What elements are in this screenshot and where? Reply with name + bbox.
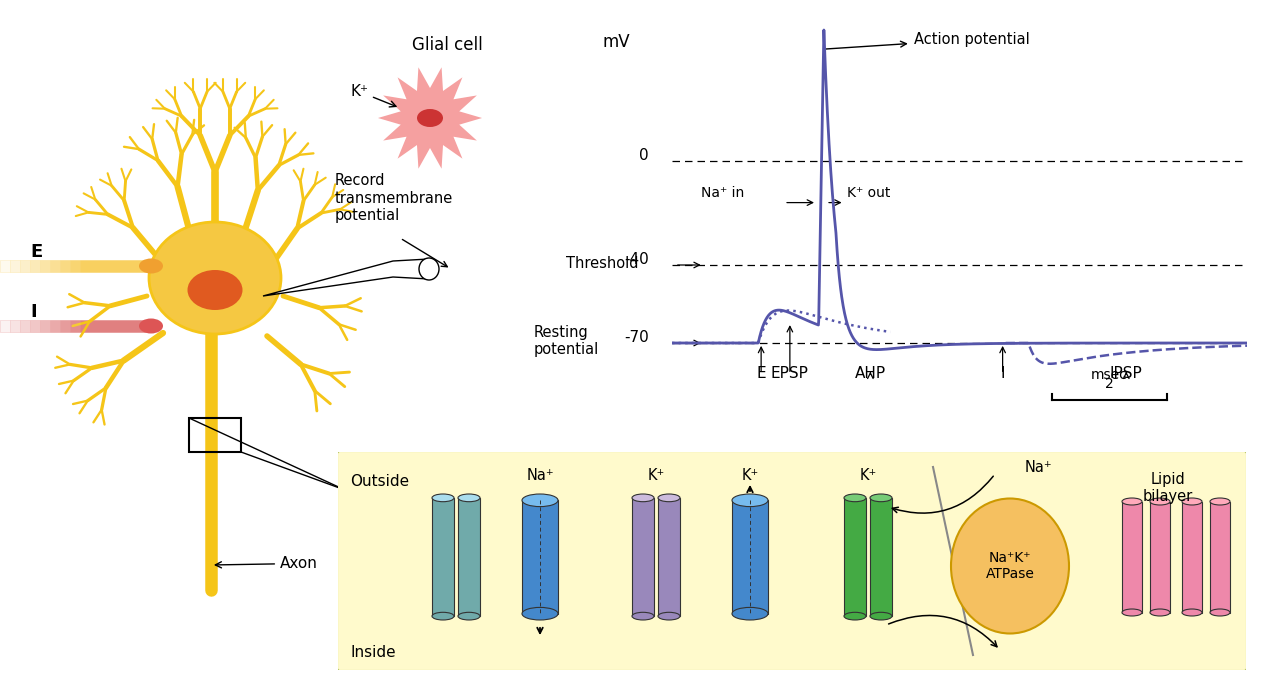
- Ellipse shape: [417, 109, 443, 127]
- Text: Axon: Axon: [216, 556, 318, 571]
- Text: mV: mV: [603, 32, 630, 50]
- Ellipse shape: [1150, 498, 1170, 505]
- Text: K⁺: K⁺: [860, 468, 876, 483]
- Polygon shape: [458, 498, 480, 616]
- Ellipse shape: [433, 612, 454, 620]
- Polygon shape: [522, 500, 559, 614]
- Text: Action potential: Action potential: [826, 32, 1029, 49]
- Ellipse shape: [1122, 498, 1142, 505]
- Text: K⁺: K⁺: [647, 468, 665, 483]
- Ellipse shape: [1211, 609, 1229, 616]
- Polygon shape: [1182, 502, 1202, 612]
- Ellipse shape: [731, 607, 768, 620]
- Ellipse shape: [458, 612, 480, 620]
- Bar: [189, 418, 241, 452]
- Text: Inside: Inside: [351, 645, 396, 660]
- Ellipse shape: [433, 494, 454, 502]
- Polygon shape: [1211, 502, 1229, 612]
- Text: Na⁺K⁺
ATPase: Na⁺K⁺ ATPase: [986, 551, 1034, 581]
- Ellipse shape: [458, 494, 480, 502]
- Ellipse shape: [1182, 498, 1202, 505]
- Ellipse shape: [139, 319, 163, 334]
- Ellipse shape: [419, 258, 439, 280]
- FancyBboxPatch shape: [337, 451, 1247, 671]
- Text: -40: -40: [624, 252, 649, 267]
- Ellipse shape: [149, 222, 281, 334]
- Text: Na⁺: Na⁺: [526, 468, 554, 483]
- Ellipse shape: [1150, 609, 1170, 616]
- Text: 0: 0: [639, 149, 649, 163]
- Ellipse shape: [844, 612, 866, 620]
- Ellipse shape: [632, 494, 654, 502]
- Ellipse shape: [951, 498, 1069, 634]
- Polygon shape: [731, 500, 768, 614]
- Ellipse shape: [139, 258, 163, 274]
- Text: -70: -70: [624, 330, 649, 346]
- Text: Na⁺ in: Na⁺ in: [701, 187, 744, 200]
- Text: E: E: [757, 366, 765, 381]
- Text: msec: msec: [1091, 368, 1127, 382]
- Ellipse shape: [188, 270, 242, 310]
- Polygon shape: [870, 498, 892, 616]
- Ellipse shape: [658, 494, 680, 502]
- Polygon shape: [1150, 502, 1170, 612]
- Text: Resting
potential: Resting potential: [533, 325, 599, 357]
- Text: Outside: Outside: [351, 474, 409, 489]
- Ellipse shape: [522, 494, 559, 507]
- Text: AHP: AHP: [855, 366, 886, 381]
- Ellipse shape: [731, 494, 768, 507]
- Polygon shape: [632, 498, 654, 616]
- Ellipse shape: [870, 494, 892, 502]
- Ellipse shape: [1122, 609, 1142, 616]
- Text: EPSP: EPSP: [770, 366, 808, 381]
- Text: I: I: [1000, 366, 1005, 381]
- Polygon shape: [378, 67, 482, 169]
- Text: Glial cell: Glial cell: [412, 36, 483, 54]
- Text: 2: 2: [1105, 377, 1113, 391]
- Text: K⁺ out: K⁺ out: [847, 187, 890, 200]
- Ellipse shape: [632, 612, 654, 620]
- Ellipse shape: [522, 607, 559, 620]
- Text: Threshold: Threshold: [566, 256, 638, 271]
- Ellipse shape: [658, 612, 680, 620]
- Ellipse shape: [870, 612, 892, 620]
- Text: Record
transmembrane
potential: Record transmembrane potential: [335, 173, 453, 223]
- Ellipse shape: [844, 494, 866, 502]
- Text: E: E: [30, 243, 43, 261]
- Polygon shape: [1122, 502, 1142, 612]
- Text: K⁺: K⁺: [351, 84, 396, 107]
- Ellipse shape: [1211, 498, 1229, 505]
- Polygon shape: [658, 498, 680, 616]
- Text: IPSP: IPSP: [1110, 366, 1142, 381]
- Text: Lipid
bilayer: Lipid bilayer: [1142, 472, 1193, 504]
- Text: Na⁺: Na⁺: [1024, 460, 1052, 475]
- Polygon shape: [433, 498, 454, 616]
- Polygon shape: [264, 259, 429, 296]
- Ellipse shape: [1182, 609, 1202, 616]
- Text: I: I: [30, 303, 37, 321]
- Text: K⁺: K⁺: [741, 468, 759, 483]
- Polygon shape: [844, 498, 866, 616]
